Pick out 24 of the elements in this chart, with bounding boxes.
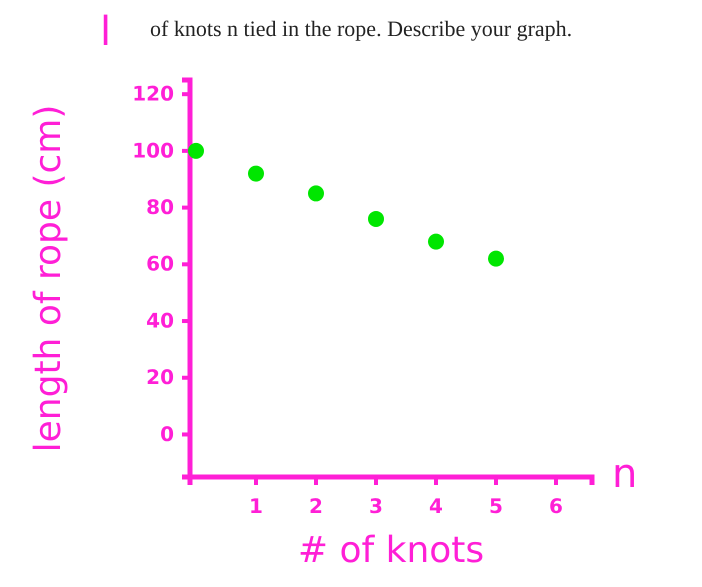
y-tick-label: 0 [160,422,174,446]
x-tick-label: 6 [549,494,563,518]
point [428,234,444,250]
x-tick-label: 1 [249,494,263,518]
point [368,210,384,227]
y-tick-label: 40 [146,308,174,332]
y-tick-label: 120 [132,82,174,106]
text: n [612,451,638,497]
y-tick-label: 100 [132,138,174,162]
y-tick-label: 20 [146,365,174,390]
x-tick-label: 5 [489,494,503,518]
text: of knots n tied in the rope. Describe your graph. [150,16,572,41]
y-axis-title: length of rope (cm) [28,104,69,452]
point [488,250,504,267]
y-tick-label: 80 [146,195,174,220]
text: l [100,9,112,55]
y-tick-label: 60 [146,252,174,276]
x-tick-label: 3 [369,494,383,518]
point [308,185,324,202]
x-tick-label: 4 [429,494,443,518]
x-axis-title: # of knots [298,530,484,571]
point [248,166,264,182]
x-tick-label: 2 [309,494,323,518]
point [188,142,204,159]
